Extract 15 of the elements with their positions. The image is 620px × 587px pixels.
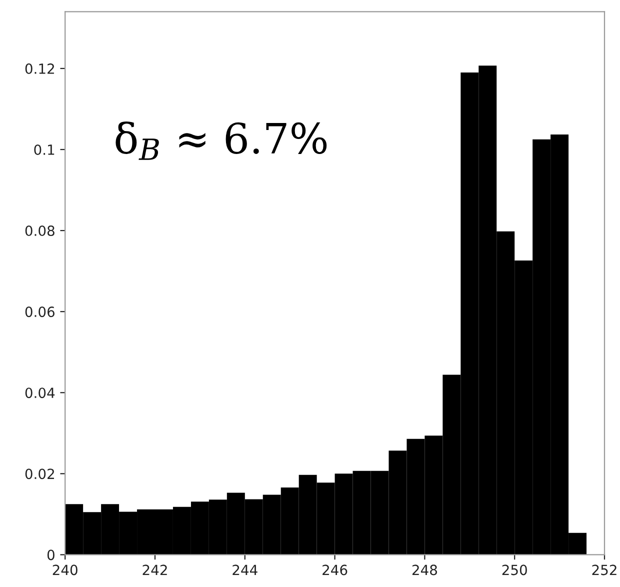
x-tick-label: 240 — [52, 564, 78, 576]
x-tick-label: 246 — [322, 564, 348, 576]
y-tick-label: 0.12 — [25, 63, 54, 74]
x-tick-label: 248 — [412, 564, 438, 576]
x-tick-label: 244 — [232, 564, 258, 575]
y-tick-label: 0.08 — [25, 226, 54, 236]
y-tick-label: 0.04 — [25, 388, 55, 398]
x-tick-label: 252 — [592, 564, 616, 576]
y-tick-label: 0.1 — [34, 144, 54, 155]
y-tick-label: 0.06 — [25, 306, 55, 318]
annotation: δ$_{B}$ ≈ 6.7% — [116, 121, 327, 160]
y-tick-label: 0.02 — [25, 468, 54, 480]
y-tick-label: 0 — [47, 550, 54, 560]
x-tick-label: 250 — [502, 564, 527, 576]
x-tick-label: 242 — [142, 564, 167, 575]
